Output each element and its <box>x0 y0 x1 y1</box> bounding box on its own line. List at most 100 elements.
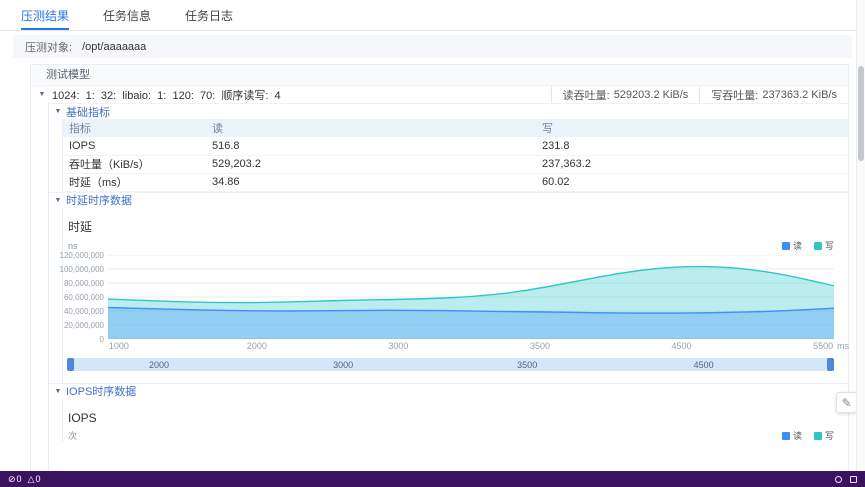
legend-item-write[interactable]: 写 <box>813 239 834 252</box>
slider-label: 3500 <box>517 359 538 370</box>
section-iops-timeseries-label: IOPS时序数据 <box>66 386 137 398</box>
tab-task-info[interactable]: 任务信息 <box>103 8 152 23</box>
iops-chart-block: IOPS 次 读 写 <box>62 398 848 442</box>
latency-plot <box>108 254 834 339</box>
metric-read: 529,203.2 <box>206 155 536 174</box>
metric-write: 237,363.2 <box>536 155 848 174</box>
feedback-button[interactable]: ✎ <box>836 392 857 413</box>
error-count-value: 0 <box>16 474 22 484</box>
x-axis-labels: 1000 2000 3000 3500 4500 5500 ms <box>108 339 849 352</box>
status-bar: ⊘ 0 △ 0 <box>0 471 865 487</box>
panel-icon[interactable] <box>850 475 857 483</box>
expand-arrow-icon: ▼ <box>54 196 62 204</box>
y-axis-unit: 次 <box>68 431 78 441</box>
expand-arrow-icon: ▼ <box>38 91 46 98</box>
legend-write-label: 写 <box>824 241 834 251</box>
col-metric: 指标 <box>63 119 206 137</box>
metrics-table: 指标 读 写 IOPS 516.8 231.8 吞吐量（KiB/s） 529,2… <box>63 119 848 192</box>
legend-item-write[interactable]: 写 <box>813 429 834 442</box>
warning-count[interactable]: △ 0 <box>28 474 41 485</box>
scrollbar-thumb[interactable] <box>858 66 864 161</box>
chart-legend: 读 写 <box>781 429 834 442</box>
tab-pressure-result[interactable]: 压测结果 <box>21 0 70 30</box>
legend-write-label: 写 <box>824 431 834 441</box>
legend-read-label: 读 <box>792 241 802 251</box>
slider-label: 3000 <box>333 359 354 370</box>
edit-icon: ✎ <box>841 395 852 410</box>
section-latency-timeseries-label: 时延时序数据 <box>66 195 132 207</box>
target-value: /opt/aaaaaaa <box>82 40 147 53</box>
statusbar-right-icons <box>835 475 857 483</box>
section-latency-timeseries[interactable]: ▼ 时延时序数据 <box>49 191 848 208</box>
read-swatch-icon <box>781 431 790 440</box>
write-throughput: 写吞吐量: 237363.2 KiB/s <box>699 86 848 103</box>
chart-range-slider[interactable]: 2000 3000 3500 4500 <box>67 357 834 371</box>
target-label: 压测对象: <box>25 41 73 54</box>
latency-axis-row: ns 读 写 <box>68 240 834 252</box>
legend-item-read[interactable]: 读 <box>781 239 802 252</box>
x-tick: 5500 <box>813 340 834 351</box>
expand-arrow-icon: ▼ <box>54 108 62 115</box>
y-tick: 100,000,000 <box>59 264 105 274</box>
metric-name: 吞吐量（KiB/s） <box>63 155 206 174</box>
slider-label: 4500 <box>693 359 714 370</box>
slider-handle-left[interactable] <box>67 357 74 371</box>
legend-read-label: 读 <box>792 431 802 441</box>
read-swatch-icon <box>781 241 790 250</box>
latency-chart-svg <box>108 254 834 339</box>
warning-icon: △ <box>27 473 35 484</box>
table-row: 吞吐量（KiB/s） 529,203.2 237,363.2 <box>63 155 848 174</box>
basic-metrics-content: 指标 读 写 IOPS 516.8 231.8 吞吐量（KiB/s） 529,2… <box>62 119 848 192</box>
latency-plot-area: 120,000,000 100,000,000 80,000,000 60,00… <box>60 251 834 344</box>
latency-chart-block: 时延 ns 读 写 120,000,000 100,000, <box>60 207 849 383</box>
legend-item-read[interactable]: 读 <box>781 429 802 442</box>
tab-task-log[interactable]: 任务日志 <box>185 8 234 23</box>
metric-write: 231.8 <box>536 137 848 156</box>
model-section-title: 测试模型 <box>31 65 848 86</box>
y-tick: 20,000,000 <box>63 320 104 330</box>
y-tick: 80,000,000 <box>63 278 104 288</box>
x-axis-unit: ms <box>837 340 849 351</box>
y-tick: 120,000,000 <box>59 250 105 260</box>
model-row-throughputs: 读吞吐量: 529203.2 KiB/s 写吞吐量: 237363.2 KiB/… <box>550 86 848 103</box>
model-row-label: 1024: 1: 32: libaio: 1: 120: 70: 顺序读写: 4 <box>52 89 281 102</box>
section-iops-timeseries[interactable]: ▼ IOPS时序数据 <box>49 382 848 399</box>
model-row[interactable]: ▼ 1024: 1: 32: libaio: 1: 120: 70: 顺序读写:… <box>31 86 848 103</box>
read-throughput-label: 读吞吐量: <box>562 89 610 102</box>
metric-read: 34.86 <box>206 173 536 192</box>
metric-name: 时延（ms） <box>63 173 206 192</box>
vertical-scrollbar[interactable] <box>856 0 865 471</box>
y-axis-labels: 120,000,000 100,000,000 80,000,000 60,00… <box>60 251 108 344</box>
section-basic-metrics-label: 基础指标 <box>66 106 110 119</box>
section-basic-metrics[interactable]: ▼ 基础指标 <box>49 103 848 119</box>
notification-icon[interactable] <box>835 475 842 483</box>
metrics-header-row: 指标 读 写 <box>63 119 848 137</box>
col-read: 读 <box>206 119 536 137</box>
model-children: ▼ 基础指标 指标 读 写 IOPS 516.8 231.8 <box>48 103 849 475</box>
target-bar: 压测对象: /opt/aaaaaaa <box>13 35 852 58</box>
warning-count-value: 0 <box>35 474 41 484</box>
write-swatch-icon <box>813 241 822 250</box>
write-swatch-icon <box>813 431 822 440</box>
metric-read: 516.8 <box>206 137 536 156</box>
x-tick: 3500 <box>529 340 550 351</box>
read-throughput: 读吞吐量: 529203.2 KiB/s <box>550 86 700 103</box>
read-throughput-value: 529203.2 KiB/s <box>613 88 689 101</box>
y-axis-unit: ns <box>68 240 78 251</box>
x-tick: 1000 <box>108 340 129 351</box>
y-tick: 40,000,000 <box>63 306 104 316</box>
iops-axis-row: 次 读 写 <box>68 430 834 442</box>
problems-indicator: ⊘ 0 △ 0 <box>8 474 41 485</box>
error-count[interactable]: ⊘ 0 <box>8 474 22 485</box>
y-tick: 60,000,000 <box>63 292 104 302</box>
result-panel: 测试模型 ▼ 1024: 1: 32: libaio: 1: 120: 70: … <box>30 64 849 475</box>
col-write: 写 <box>536 119 848 137</box>
table-row: IOPS 516.8 231.8 <box>63 137 848 156</box>
slider-handle-right[interactable] <box>827 357 834 371</box>
slider-label: 2000 <box>149 359 170 370</box>
iops-chart-title: IOPS <box>68 410 97 425</box>
x-tick: 2000 <box>246 340 267 351</box>
latency-chart-title: 时延 <box>68 219 93 234</box>
y-tick: 0 <box>99 334 104 344</box>
table-row: 时延（ms） 34.86 60.02 <box>63 173 848 192</box>
